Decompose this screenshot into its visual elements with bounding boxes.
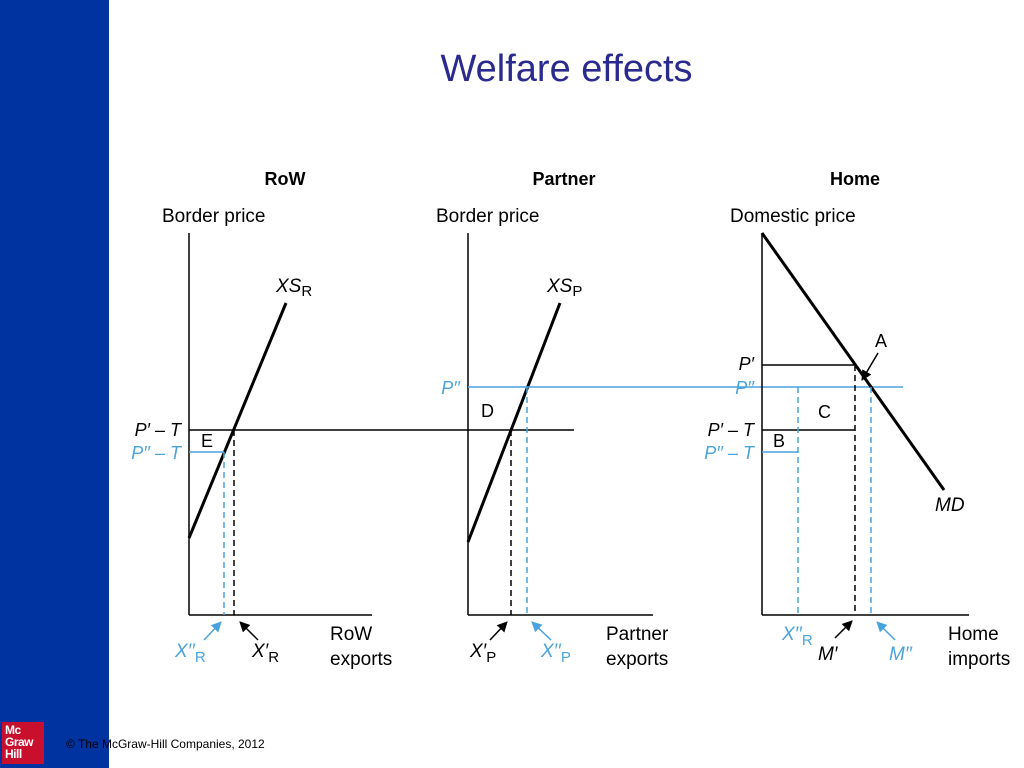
partner-x-prime-label: X′P [469, 641, 496, 666]
row-heading: RoW [265, 169, 306, 189]
home-heading: Home [830, 169, 880, 189]
partner-x-dprime-label: X′′P [540, 641, 571, 666]
point-a-label: A [875, 331, 887, 351]
area-e-label: E [201, 431, 213, 451]
partner-xs-curve [466, 302, 562, 543]
sidebar-band [0, 0, 109, 768]
row-xs-curve [187, 302, 288, 539]
partner-y-axis-label: Border price [436, 206, 540, 227]
logo-line-3: Hill [5, 747, 22, 761]
point-a-arrow [861, 352, 879, 381]
logo-line-1: Mc [5, 723, 21, 737]
row-p-dprime-minus-t-label: P′′ – T [131, 443, 183, 463]
home-m-prime-label: M′ [818, 644, 839, 665]
partner-x-dprime-arrow [531, 621, 552, 641]
row-x-prime-arrow [239, 621, 259, 641]
row-x-dprime-arrow [203, 621, 222, 641]
partner-heading: Partner [532, 169, 595, 189]
row-p-prime-minus-t-label: P′ – T [135, 420, 183, 440]
home-md-label: MD [935, 495, 965, 516]
home-m-dprime-arrow [876, 621, 896, 641]
area-d-label: D [481, 401, 494, 421]
home-p-prime-label: P′ [739, 354, 755, 374]
partner-xs-label: XSP [546, 276, 582, 300]
partner-x-axis-label: Partner exports [606, 624, 669, 670]
home-p-dprime-minus-t-label: P′′ – T [704, 443, 756, 463]
home-md-curve [760, 232, 946, 491]
row-x-prime-label: X′R [251, 641, 279, 666]
mcgraw-hill-logo: Mc Graw Hill [2, 722, 44, 764]
row-x-axis-label: RoW exports [330, 624, 392, 670]
copyright-text: © The McGraw-Hill Companies, 2012 [66, 737, 265, 751]
row-y-axis-label: Border price [162, 206, 266, 227]
logo-line-2: Graw [5, 735, 34, 749]
partner-x-prime-arrow [489, 621, 508, 641]
area-b-label: B [773, 431, 785, 451]
partner-p-dprime-label: P′′ [441, 378, 460, 398]
home-p-prime-minus-t-label: P′ – T [708, 420, 756, 440]
row-x-dprime-label: X′′R [174, 641, 206, 666]
slide-title: Welfare effects [440, 48, 693, 90]
home-x-dprime-label: X′′R [781, 624, 813, 649]
home-p-dprime-label: P′′ [735, 378, 754, 398]
home-y-axis-label: Domestic price [730, 206, 856, 227]
home-m-prime-arrow [834, 620, 853, 639]
home-m-dprime-label: M′′ [889, 644, 913, 665]
home-x-axis-label: Home imports [948, 624, 1010, 670]
row-xs-label: XSR [275, 276, 312, 300]
area-c-label: C [818, 402, 831, 422]
